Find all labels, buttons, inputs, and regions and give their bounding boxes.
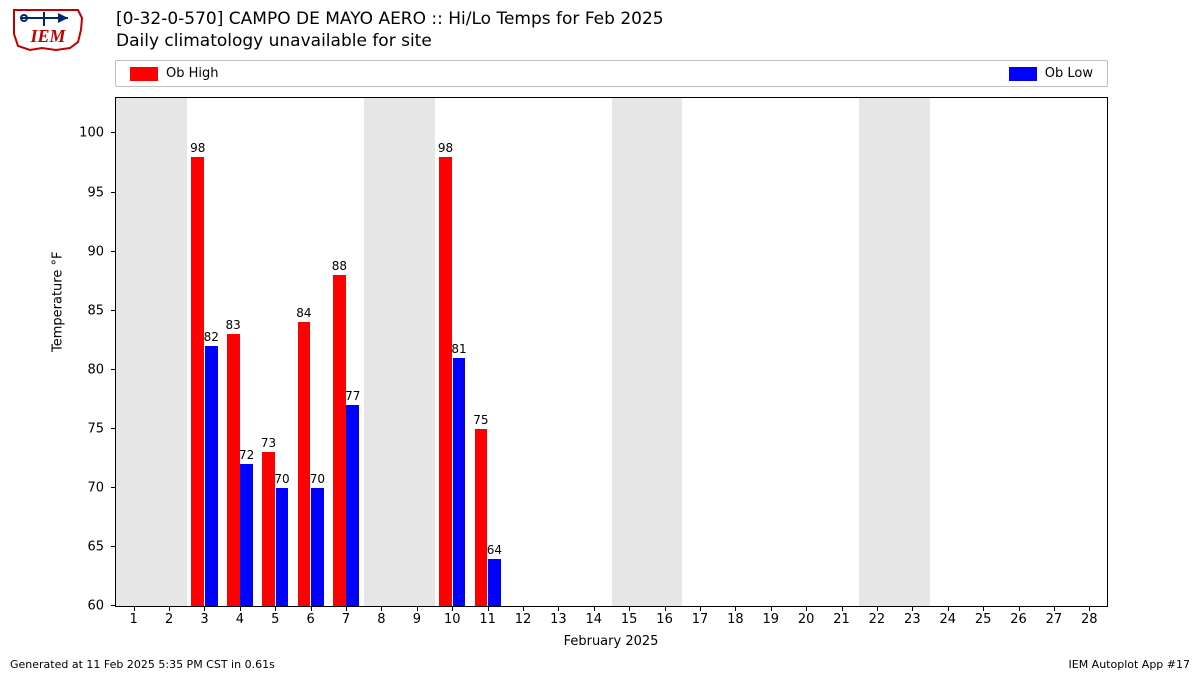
high-value-label: 98 xyxy=(438,141,453,155)
x-tick-mark xyxy=(1019,606,1020,611)
x-tick-mark xyxy=(948,606,949,611)
chart-plot-area: 6065707580859095100123456789101112131415… xyxy=(115,97,1108,607)
low-bar xyxy=(240,464,253,606)
low-bar xyxy=(453,358,466,606)
high-bar xyxy=(333,275,346,606)
chart-title: [0-32-0-570] CAMPO DE MAYO AERO :: Hi/Lo… xyxy=(116,8,664,52)
chart-title-line2: Daily climatology unavailable for site xyxy=(116,30,664,52)
y-tick-label: 100 xyxy=(79,126,116,141)
low-value-label: 77 xyxy=(345,389,360,403)
high-value-label: 75 xyxy=(473,413,488,427)
y-tick-mark xyxy=(111,428,116,429)
high-bar xyxy=(262,452,275,606)
iem-logo: IEM xyxy=(8,6,88,54)
low-value-label: 64 xyxy=(487,543,502,557)
high-value-label: 98 xyxy=(190,141,205,155)
high-value-label: 88 xyxy=(332,259,347,273)
x-tick-mark xyxy=(523,606,524,611)
y-tick-label: 90 xyxy=(87,244,116,259)
x-tick-mark xyxy=(381,606,382,611)
x-tick-mark xyxy=(735,606,736,611)
weekend-band xyxy=(612,98,683,606)
x-tick-mark xyxy=(842,606,843,611)
x-tick-mark xyxy=(558,606,559,611)
high-bar xyxy=(298,322,311,606)
high-bar xyxy=(439,157,452,606)
y-tick-mark xyxy=(111,487,116,488)
x-tick-mark xyxy=(665,606,666,611)
x-tick-mark xyxy=(275,606,276,611)
y-tick-mark xyxy=(111,605,116,606)
legend-label-low: Ob Low xyxy=(1045,66,1093,81)
low-bar xyxy=(205,346,218,606)
x-tick-mark xyxy=(806,606,807,611)
x-tick-mark xyxy=(629,606,630,611)
low-value-label: 72 xyxy=(239,448,254,462)
x-tick-mark xyxy=(488,606,489,611)
y-tick-mark xyxy=(111,192,116,193)
legend-swatch-high xyxy=(130,67,158,81)
x-axis-label: February 2025 xyxy=(564,634,659,649)
y-tick-label: 70 xyxy=(87,480,116,495)
high-value-label: 73 xyxy=(261,436,276,450)
x-tick-mark xyxy=(594,606,595,611)
x-tick-mark xyxy=(771,606,772,611)
low-value-label: 70 xyxy=(310,472,325,486)
footer-app: IEM Autoplot App #17 xyxy=(1069,658,1191,671)
svg-text:IEM: IEM xyxy=(29,26,66,46)
low-value-label: 81 xyxy=(451,342,466,356)
legend-entry-low: Ob Low xyxy=(1009,66,1093,81)
legend-label-high: Ob High xyxy=(166,66,219,81)
low-bar xyxy=(276,488,289,606)
x-tick-mark xyxy=(134,606,135,611)
low-bar xyxy=(488,559,501,606)
y-tick-label: 65 xyxy=(87,539,116,554)
chart-title-line1: [0-32-0-570] CAMPO DE MAYO AERO :: Hi/Lo… xyxy=(116,8,664,30)
footer-generated: Generated at 11 Feb 2025 5:35 PM CST in … xyxy=(10,658,275,671)
y-tick-label: 95 xyxy=(87,185,116,200)
x-tick-mark xyxy=(1054,606,1055,611)
y-tick-label: 60 xyxy=(87,599,116,614)
y-tick-mark xyxy=(111,310,116,311)
high-value-label: 83 xyxy=(226,318,241,332)
x-tick-mark xyxy=(912,606,913,611)
high-bar xyxy=(227,334,240,606)
x-tick-mark xyxy=(346,606,347,611)
y-tick-label: 80 xyxy=(87,362,116,377)
y-tick-label: 85 xyxy=(87,303,116,318)
low-value-label: 82 xyxy=(204,330,219,344)
low-bar xyxy=(346,405,359,606)
x-tick-mark xyxy=(983,606,984,611)
weekend-band xyxy=(116,98,187,606)
x-tick-mark xyxy=(452,606,453,611)
x-tick-mark xyxy=(700,606,701,611)
high-value-label: 84 xyxy=(296,306,311,320)
x-tick-mark xyxy=(417,606,418,611)
low-value-label: 70 xyxy=(274,472,289,486)
x-tick-mark xyxy=(1089,606,1090,611)
chart-legend: Ob High Ob Low xyxy=(115,60,1108,87)
x-tick-mark xyxy=(311,606,312,611)
y-axis-label: Temperature °F xyxy=(51,252,66,352)
y-tick-mark xyxy=(111,546,116,547)
low-bar xyxy=(311,488,324,606)
y-tick-mark xyxy=(111,369,116,370)
legend-entry-high: Ob High xyxy=(130,66,219,81)
x-tick-mark xyxy=(240,606,241,611)
y-tick-mark xyxy=(111,251,116,252)
x-tick-mark xyxy=(877,606,878,611)
high-bar xyxy=(475,429,488,606)
x-tick-mark xyxy=(204,606,205,611)
legend-swatch-low xyxy=(1009,67,1037,81)
y-tick-mark xyxy=(111,132,116,133)
weekend-band xyxy=(859,98,930,606)
x-tick-mark xyxy=(169,606,170,611)
y-tick-label: 75 xyxy=(87,421,116,436)
weekend-band xyxy=(364,98,435,606)
high-bar xyxy=(191,157,204,606)
